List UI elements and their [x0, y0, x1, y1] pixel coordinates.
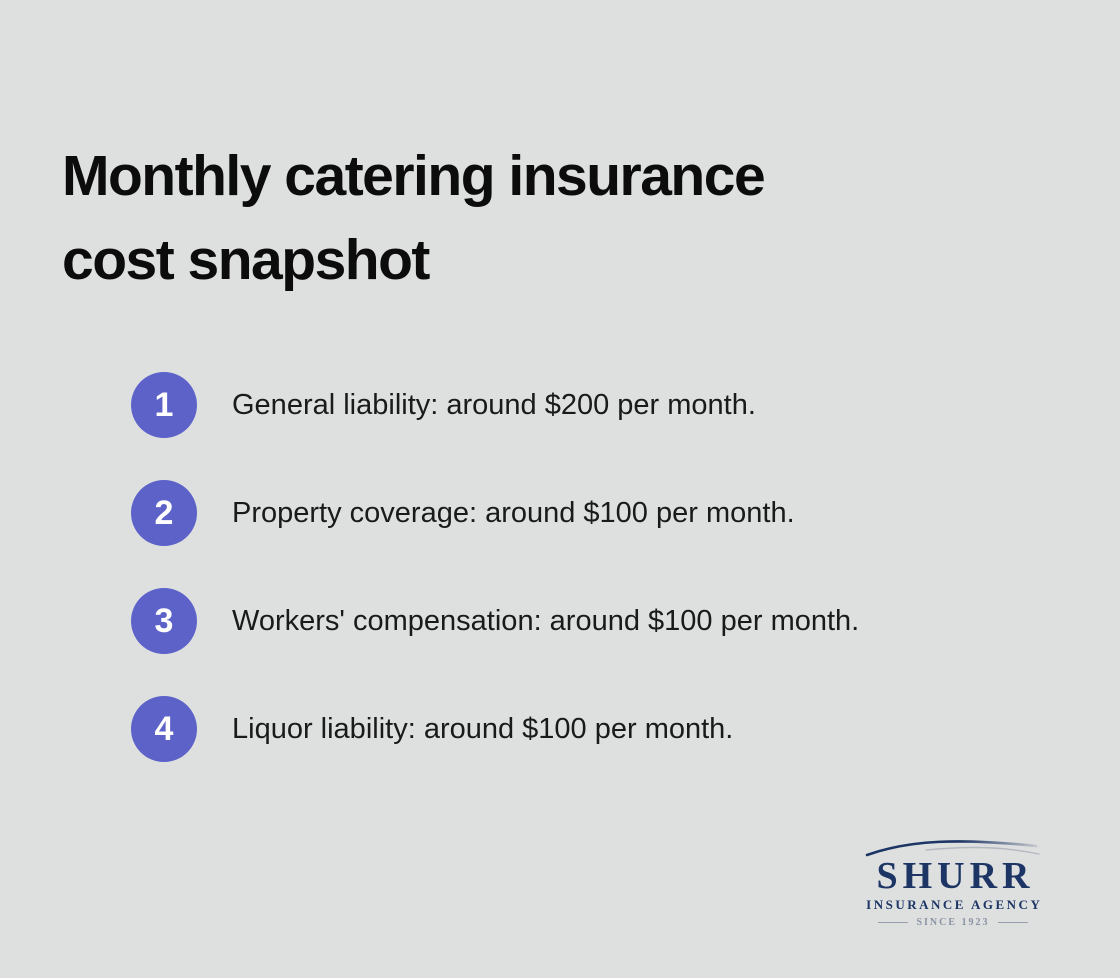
logo-name: SHURR	[876, 855, 1035, 897]
list-item: 2 Property coverage: around $100 per mon…	[131, 480, 859, 546]
list-item-text: Property coverage: around $100 per month…	[232, 496, 795, 529]
logo-subtitle: INSURANCE AGENCY	[866, 897, 1043, 912]
list-item: 1 General liability: around $200 per mon…	[131, 372, 859, 438]
number-badge: 2	[131, 480, 197, 546]
tagline-right-line	[997, 922, 1028, 923]
shurr-logo: SHURR INSURANCE AGENCY SINCE 1923	[864, 836, 1042, 928]
page-title-line1: Monthly catering insurance	[62, 144, 766, 209]
logo-swoosh-icon	[865, 840, 1040, 857]
logo-tagline-text: SINCE 1923	[916, 917, 990, 928]
list-item-text: Workers' compensation: around $100 per m…	[232, 604, 860, 637]
page-title-line2: cost snapshot	[62, 228, 430, 293]
logo-tagline: SINCE 1923	[878, 917, 1028, 928]
number-badge: 3	[131, 588, 197, 654]
number-badge: 4	[131, 696, 197, 762]
list-item: 3 Workers' compensation: around $100 per…	[131, 588, 859, 654]
number-badge: 1	[131, 372, 197, 438]
cost-list: 1 General liability: around $200 per mon…	[131, 372, 859, 762]
tagline-left-line	[878, 922, 909, 923]
list-item: 4 Liquor liability: around $100 per mont…	[131, 696, 859, 762]
page-title: Monthly catering insurance cost snapshot	[62, 134, 766, 302]
list-item-text: Liquor liability: around $100 per month.	[232, 712, 734, 745]
list-item-text: General liability: around $200 per month…	[232, 388, 756, 421]
